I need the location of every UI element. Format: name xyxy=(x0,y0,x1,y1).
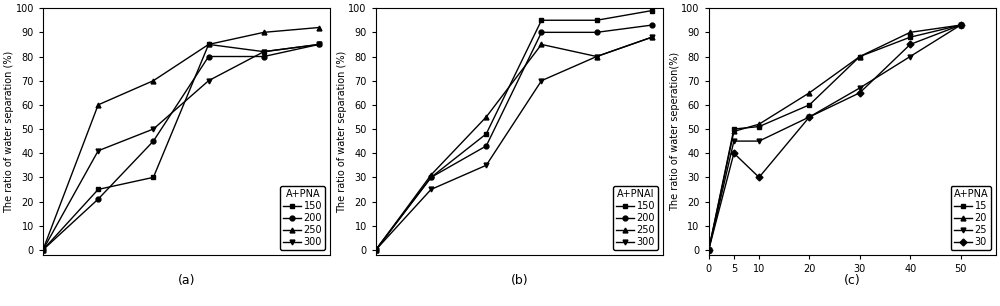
Line: 15: 15 xyxy=(706,23,963,252)
15 xyxy=(753,125,765,129)
200 xyxy=(258,55,270,58)
30 xyxy=(728,151,740,155)
Y-axis label: The ratio of water separation (%): The ratio of water separation (%) xyxy=(4,50,14,213)
200 xyxy=(425,176,437,179)
Legend: 15, 20, 25, 30: 15, 20, 25, 30 xyxy=(951,186,991,250)
Line: 30: 30 xyxy=(706,23,963,252)
150 xyxy=(203,43,215,46)
150 xyxy=(258,50,270,54)
25 xyxy=(728,139,740,143)
200 xyxy=(591,31,603,34)
Y-axis label: The ratio of water seperation(%): The ratio of water seperation(%) xyxy=(670,52,680,211)
15 xyxy=(728,127,740,131)
200 xyxy=(37,248,49,252)
200 xyxy=(480,144,492,148)
250 xyxy=(535,43,547,46)
300 xyxy=(313,43,325,46)
Line: 200: 200 xyxy=(41,42,321,252)
Line: 200: 200 xyxy=(373,23,654,252)
25 xyxy=(753,139,765,143)
Line: 300: 300 xyxy=(41,42,321,252)
Y-axis label: The ratio of water separation (%): The ratio of water separation (%) xyxy=(337,50,347,213)
25 xyxy=(854,86,866,90)
250 xyxy=(646,35,658,39)
Text: (c): (c) xyxy=(844,274,861,287)
250 xyxy=(370,248,382,252)
Text: (a): (a) xyxy=(178,274,195,287)
300 xyxy=(92,149,104,153)
15 xyxy=(703,248,715,252)
20 xyxy=(904,31,916,34)
20 xyxy=(955,23,967,27)
200 xyxy=(92,197,104,201)
15 xyxy=(955,23,967,27)
150 xyxy=(591,18,603,22)
150 xyxy=(147,176,159,179)
30 xyxy=(854,91,866,95)
Line: 150: 150 xyxy=(41,42,321,252)
30 xyxy=(703,248,715,252)
150 xyxy=(92,188,104,191)
Line: 250: 250 xyxy=(41,25,321,252)
200 xyxy=(313,43,325,46)
300 xyxy=(646,35,658,39)
250 xyxy=(147,79,159,83)
250 xyxy=(203,43,215,46)
150 xyxy=(535,18,547,22)
150 xyxy=(480,132,492,136)
250 xyxy=(480,115,492,119)
150 xyxy=(37,248,49,252)
Line: 25: 25 xyxy=(706,23,963,252)
20 xyxy=(854,55,866,58)
250 xyxy=(258,31,270,34)
300 xyxy=(535,79,547,83)
30 xyxy=(955,23,967,27)
20 xyxy=(753,122,765,126)
250 xyxy=(591,55,603,58)
250 xyxy=(313,26,325,29)
150 xyxy=(425,176,437,179)
250 xyxy=(37,248,49,252)
30 xyxy=(753,176,765,179)
20 xyxy=(728,129,740,133)
20 xyxy=(703,248,715,252)
30 xyxy=(904,43,916,46)
25 xyxy=(703,248,715,252)
30 xyxy=(803,115,815,119)
150 xyxy=(370,248,382,252)
15 xyxy=(904,35,916,39)
Line: 20: 20 xyxy=(706,23,963,252)
200 xyxy=(535,31,547,34)
Line: 300: 300 xyxy=(373,35,654,252)
300 xyxy=(147,127,159,131)
300 xyxy=(203,79,215,83)
Legend: 150, 200, 250, 300: 150, 200, 250, 300 xyxy=(613,186,658,250)
200 xyxy=(646,23,658,27)
150 xyxy=(313,43,325,46)
300 xyxy=(37,248,49,252)
250 xyxy=(92,103,104,107)
300 xyxy=(480,163,492,167)
15 xyxy=(803,103,815,107)
300 xyxy=(258,50,270,54)
25 xyxy=(955,23,967,27)
200 xyxy=(147,139,159,143)
300 xyxy=(425,188,437,191)
300 xyxy=(370,248,382,252)
150 xyxy=(646,9,658,13)
Legend: 150, 200, 250, 300: 150, 200, 250, 300 xyxy=(280,186,325,250)
25 xyxy=(904,55,916,58)
200 xyxy=(203,55,215,58)
200 xyxy=(370,248,382,252)
300 xyxy=(591,55,603,58)
15 xyxy=(854,55,866,58)
20 xyxy=(803,91,815,95)
25 xyxy=(803,115,815,119)
Text: (b): (b) xyxy=(511,274,528,287)
Line: 150: 150 xyxy=(373,8,654,252)
Line: 250: 250 xyxy=(373,35,654,252)
250 xyxy=(425,173,437,177)
